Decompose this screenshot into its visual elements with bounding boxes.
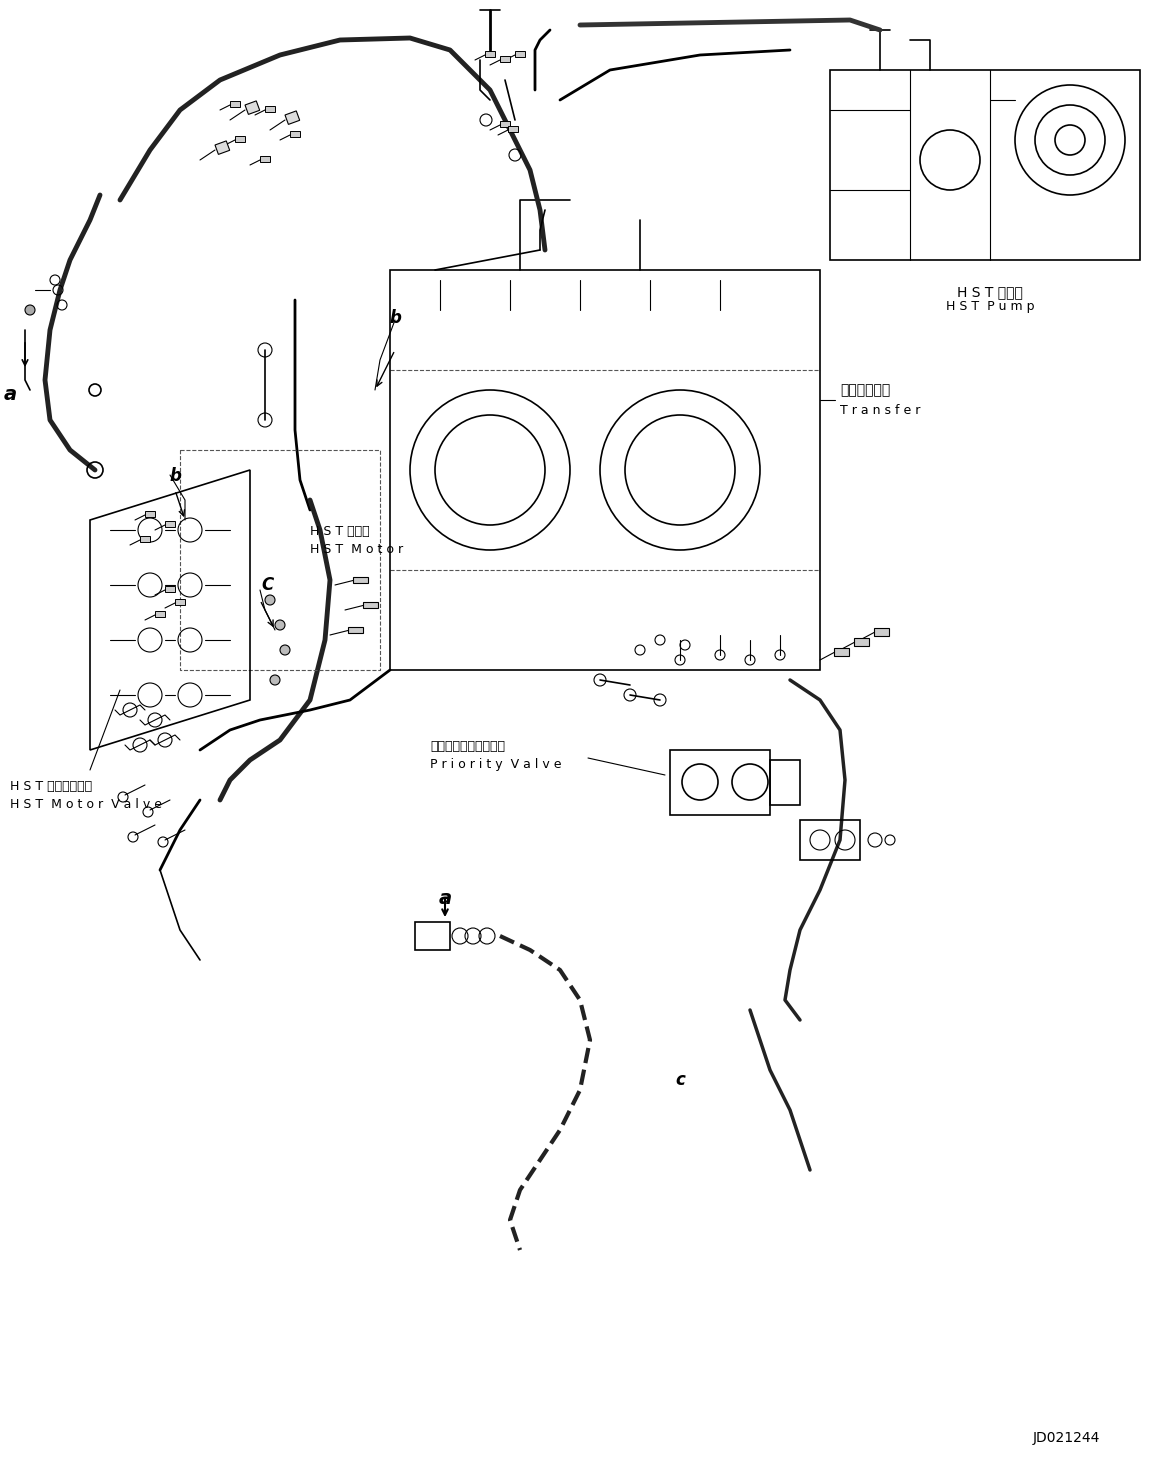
Bar: [348, 627, 363, 633]
Text: JD021244: JD021244: [1033, 1430, 1100, 1445]
Bar: [508, 127, 518, 133]
Bar: [485, 52, 495, 57]
Bar: [261, 156, 270, 162]
Bar: [670, 750, 770, 815]
Bar: [285, 110, 300, 124]
Bar: [770, 760, 800, 806]
Bar: [165, 521, 174, 527]
Bar: [155, 611, 165, 617]
Text: b: b: [390, 309, 401, 327]
Text: a: a: [438, 888, 451, 907]
Bar: [500, 121, 511, 127]
Bar: [235, 136, 245, 141]
Bar: [500, 56, 511, 62]
Text: H S T  M o t o r  V a l v e: H S T M o t o r V a l v e: [10, 798, 162, 812]
Text: H S T モータバルブ: H S T モータバルブ: [10, 781, 92, 792]
Text: H S T モータ: H S T モータ: [311, 524, 370, 538]
Bar: [245, 100, 259, 115]
Bar: [354, 577, 368, 583]
Bar: [290, 131, 300, 137]
Bar: [145, 511, 155, 517]
Text: P r i o r i t y  V a l v e: P r i o r i t y V a l v e: [430, 759, 562, 770]
Bar: [140, 536, 150, 542]
Bar: [265, 106, 274, 112]
Bar: [854, 638, 869, 647]
Bar: [800, 820, 859, 860]
Bar: [875, 627, 889, 636]
Circle shape: [265, 595, 274, 605]
Text: H S T  M o t o r: H S T M o t o r: [311, 544, 404, 555]
Circle shape: [24, 305, 35, 315]
Text: C: C: [262, 576, 274, 594]
Text: H S T  P u m p: H S T P u m p: [946, 300, 1034, 312]
Text: c: c: [675, 1071, 685, 1089]
Bar: [363, 602, 378, 608]
Text: b: b: [169, 467, 181, 485]
Text: a: a: [3, 386, 16, 405]
Circle shape: [280, 645, 290, 655]
Bar: [165, 586, 174, 592]
Circle shape: [270, 675, 280, 685]
Bar: [215, 141, 230, 155]
Text: トランスファ: トランスファ: [840, 383, 890, 398]
Text: H S T ポンプ: H S T ポンプ: [957, 284, 1023, 299]
Bar: [415, 922, 450, 950]
Text: T r a n s f e r: T r a n s f e r: [840, 404, 920, 417]
Bar: [174, 600, 185, 605]
Circle shape: [274, 620, 285, 630]
Bar: [834, 648, 849, 655]
Bar: [230, 102, 240, 108]
Text: プライオリティバルブ: プライオリティバルブ: [430, 739, 505, 753]
Bar: [515, 52, 525, 57]
